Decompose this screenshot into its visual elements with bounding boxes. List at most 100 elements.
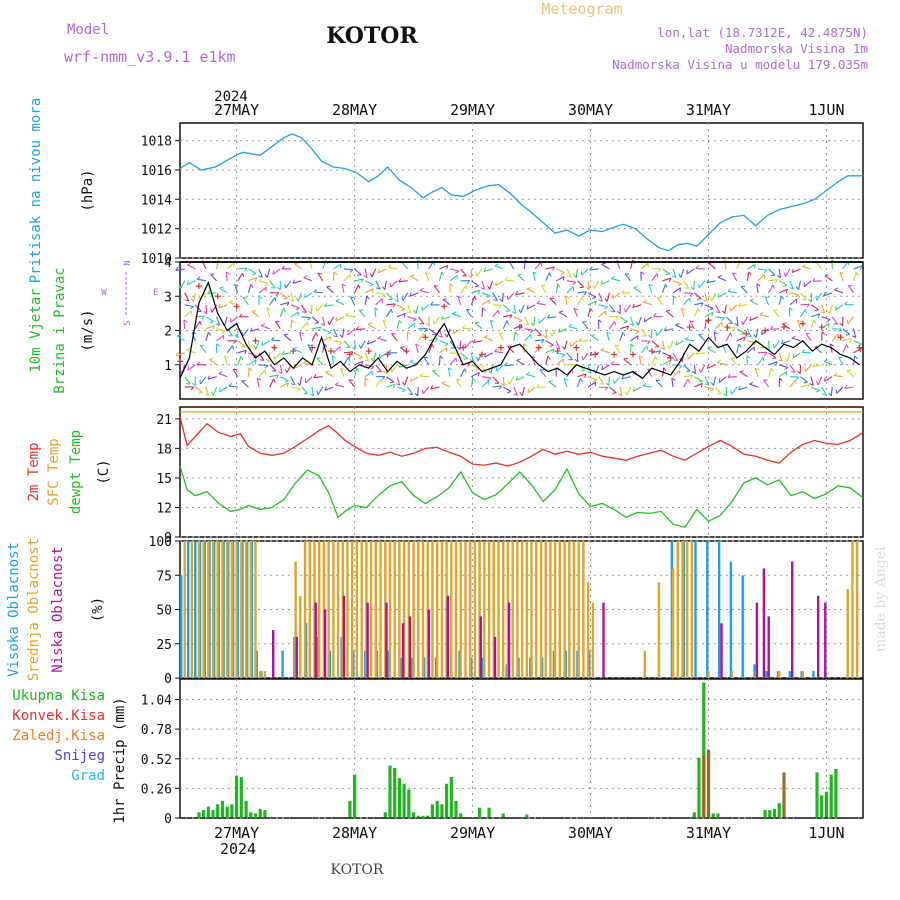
wind-barb [258, 364, 269, 367]
cloud-bar [295, 636, 298, 678]
gust-marker [667, 354, 674, 361]
wind-barb-flag [519, 392, 523, 396]
wind-barb [335, 316, 345, 322]
cloud-bar [436, 541, 439, 678]
wind-barb [382, 320, 387, 330]
cloud-bar [717, 541, 721, 678]
cloud-bar [369, 541, 373, 678]
wind-barb-flag [711, 312, 714, 317]
wind-barb-flag [498, 305, 502, 309]
wind-barb-flag [190, 298, 195, 303]
wind-barb [439, 347, 448, 354]
wind-barb-flag [598, 299, 603, 302]
wind-barb [708, 262, 716, 270]
cloud-bar [197, 541, 201, 678]
wind-barb [290, 311, 299, 318]
wind-barb [707, 364, 716, 369]
wind-barb-flag [573, 274, 577, 279]
precip-bar [216, 804, 220, 818]
wind-barb-flag [504, 362, 508, 367]
wind-barb [600, 349, 610, 354]
wind-barb-flag [387, 349, 392, 354]
wind-barb-flag [562, 276, 565, 281]
gust-marker [573, 344, 580, 351]
wind-barb [706, 280, 716, 284]
wind-mean-line [179, 280, 860, 380]
wind-barb-flag [764, 351, 768, 356]
precip-bar [206, 806, 210, 818]
wind-barb-flag [613, 379, 615, 384]
wind-barb [460, 268, 467, 277]
wind-barb-flag [456, 346, 461, 351]
cloud-bar [801, 671, 804, 678]
wind-barb [492, 304, 502, 306]
wind-barb [428, 344, 433, 353]
wind-barb [439, 264, 449, 270]
wind-barb-flag [552, 266, 555, 271]
wind-barb-flag [529, 329, 534, 334]
wind-barb [830, 386, 833, 396]
wind-barb [797, 320, 802, 329]
wind-barb [432, 370, 440, 378]
wind-barb [746, 271, 750, 281]
wind-barb-flag [475, 321, 480, 324]
wind-barb-flag [775, 361, 778, 366]
wind-barb [671, 378, 674, 388]
wind-barb-flag [648, 283, 653, 287]
wind-barb [555, 283, 559, 293]
wind-barb-flag [770, 367, 774, 372]
wind-barb [212, 386, 218, 396]
wind-barb [194, 386, 203, 393]
top-date-label: 29MAY [450, 101, 495, 119]
wind-barb [311, 386, 314, 397]
wind-barb-flag [776, 275, 781, 279]
wind-barb-flag [791, 335, 796, 339]
model-elevation-info: Nadmorska Visina u modelu 179.035m [612, 57, 868, 72]
wind-barb-flag [358, 344, 362, 349]
wind-barb-flag [486, 295, 491, 299]
wind-barb-flag [270, 336, 275, 341]
wind-barb-flag [706, 364, 709, 369]
wind-barb [388, 266, 398, 270]
precip-bar [706, 749, 711, 818]
precip-bar [820, 795, 824, 818]
wind-barb [354, 278, 364, 282]
cloud-bar [294, 561, 297, 678]
wind-barb [225, 271, 228, 281]
panel-cloud: 0 25 50 75 100 Visoka Oblacnost Srednja Oblacn… [6, 535, 864, 687]
wind-barb-flag [594, 381, 597, 386]
cloud-bar [183, 541, 186, 678]
wind-barb [757, 274, 765, 282]
wind-barb-flag [747, 335, 752, 338]
wind-barb [846, 370, 854, 378]
wind-barb [683, 374, 693, 378]
elevation-info: Nadmorska Visina 1m [725, 41, 868, 56]
precip-bar [454, 800, 458, 818]
wind-barb [630, 343, 632, 353]
wind-barb-flag [561, 354, 566, 358]
cloud-bar [263, 671, 267, 678]
wind-barb [256, 378, 260, 388]
wind-barb [216, 316, 221, 326]
wind-barb-flag [707, 346, 712, 349]
wind-barb-flag [407, 331, 411, 335]
temperature-axis-title: SFC Temp [46, 438, 62, 505]
wind-barb-flag [335, 382, 339, 386]
cloud-bar [259, 671, 262, 678]
wind-barb [473, 340, 483, 344]
wind-barb-flag [504, 277, 509, 281]
wind-barb [513, 304, 517, 314]
wind-barb-flag [488, 299, 490, 304]
wind-barb-flag [358, 284, 361, 289]
wind-barb [698, 280, 706, 289]
cloud-bar [481, 657, 485, 678]
wind-barb-flag [772, 357, 777, 360]
wind-barb-flag [369, 284, 374, 287]
wind-barb-flag [318, 326, 322, 331]
wind-barb [470, 296, 475, 305]
wind-barb [717, 362, 727, 366]
wind-barb [322, 328, 332, 334]
wind-barb-flag [360, 278, 364, 283]
wind-barb-flag [824, 274, 829, 277]
wind-barb-flag [677, 283, 682, 287]
